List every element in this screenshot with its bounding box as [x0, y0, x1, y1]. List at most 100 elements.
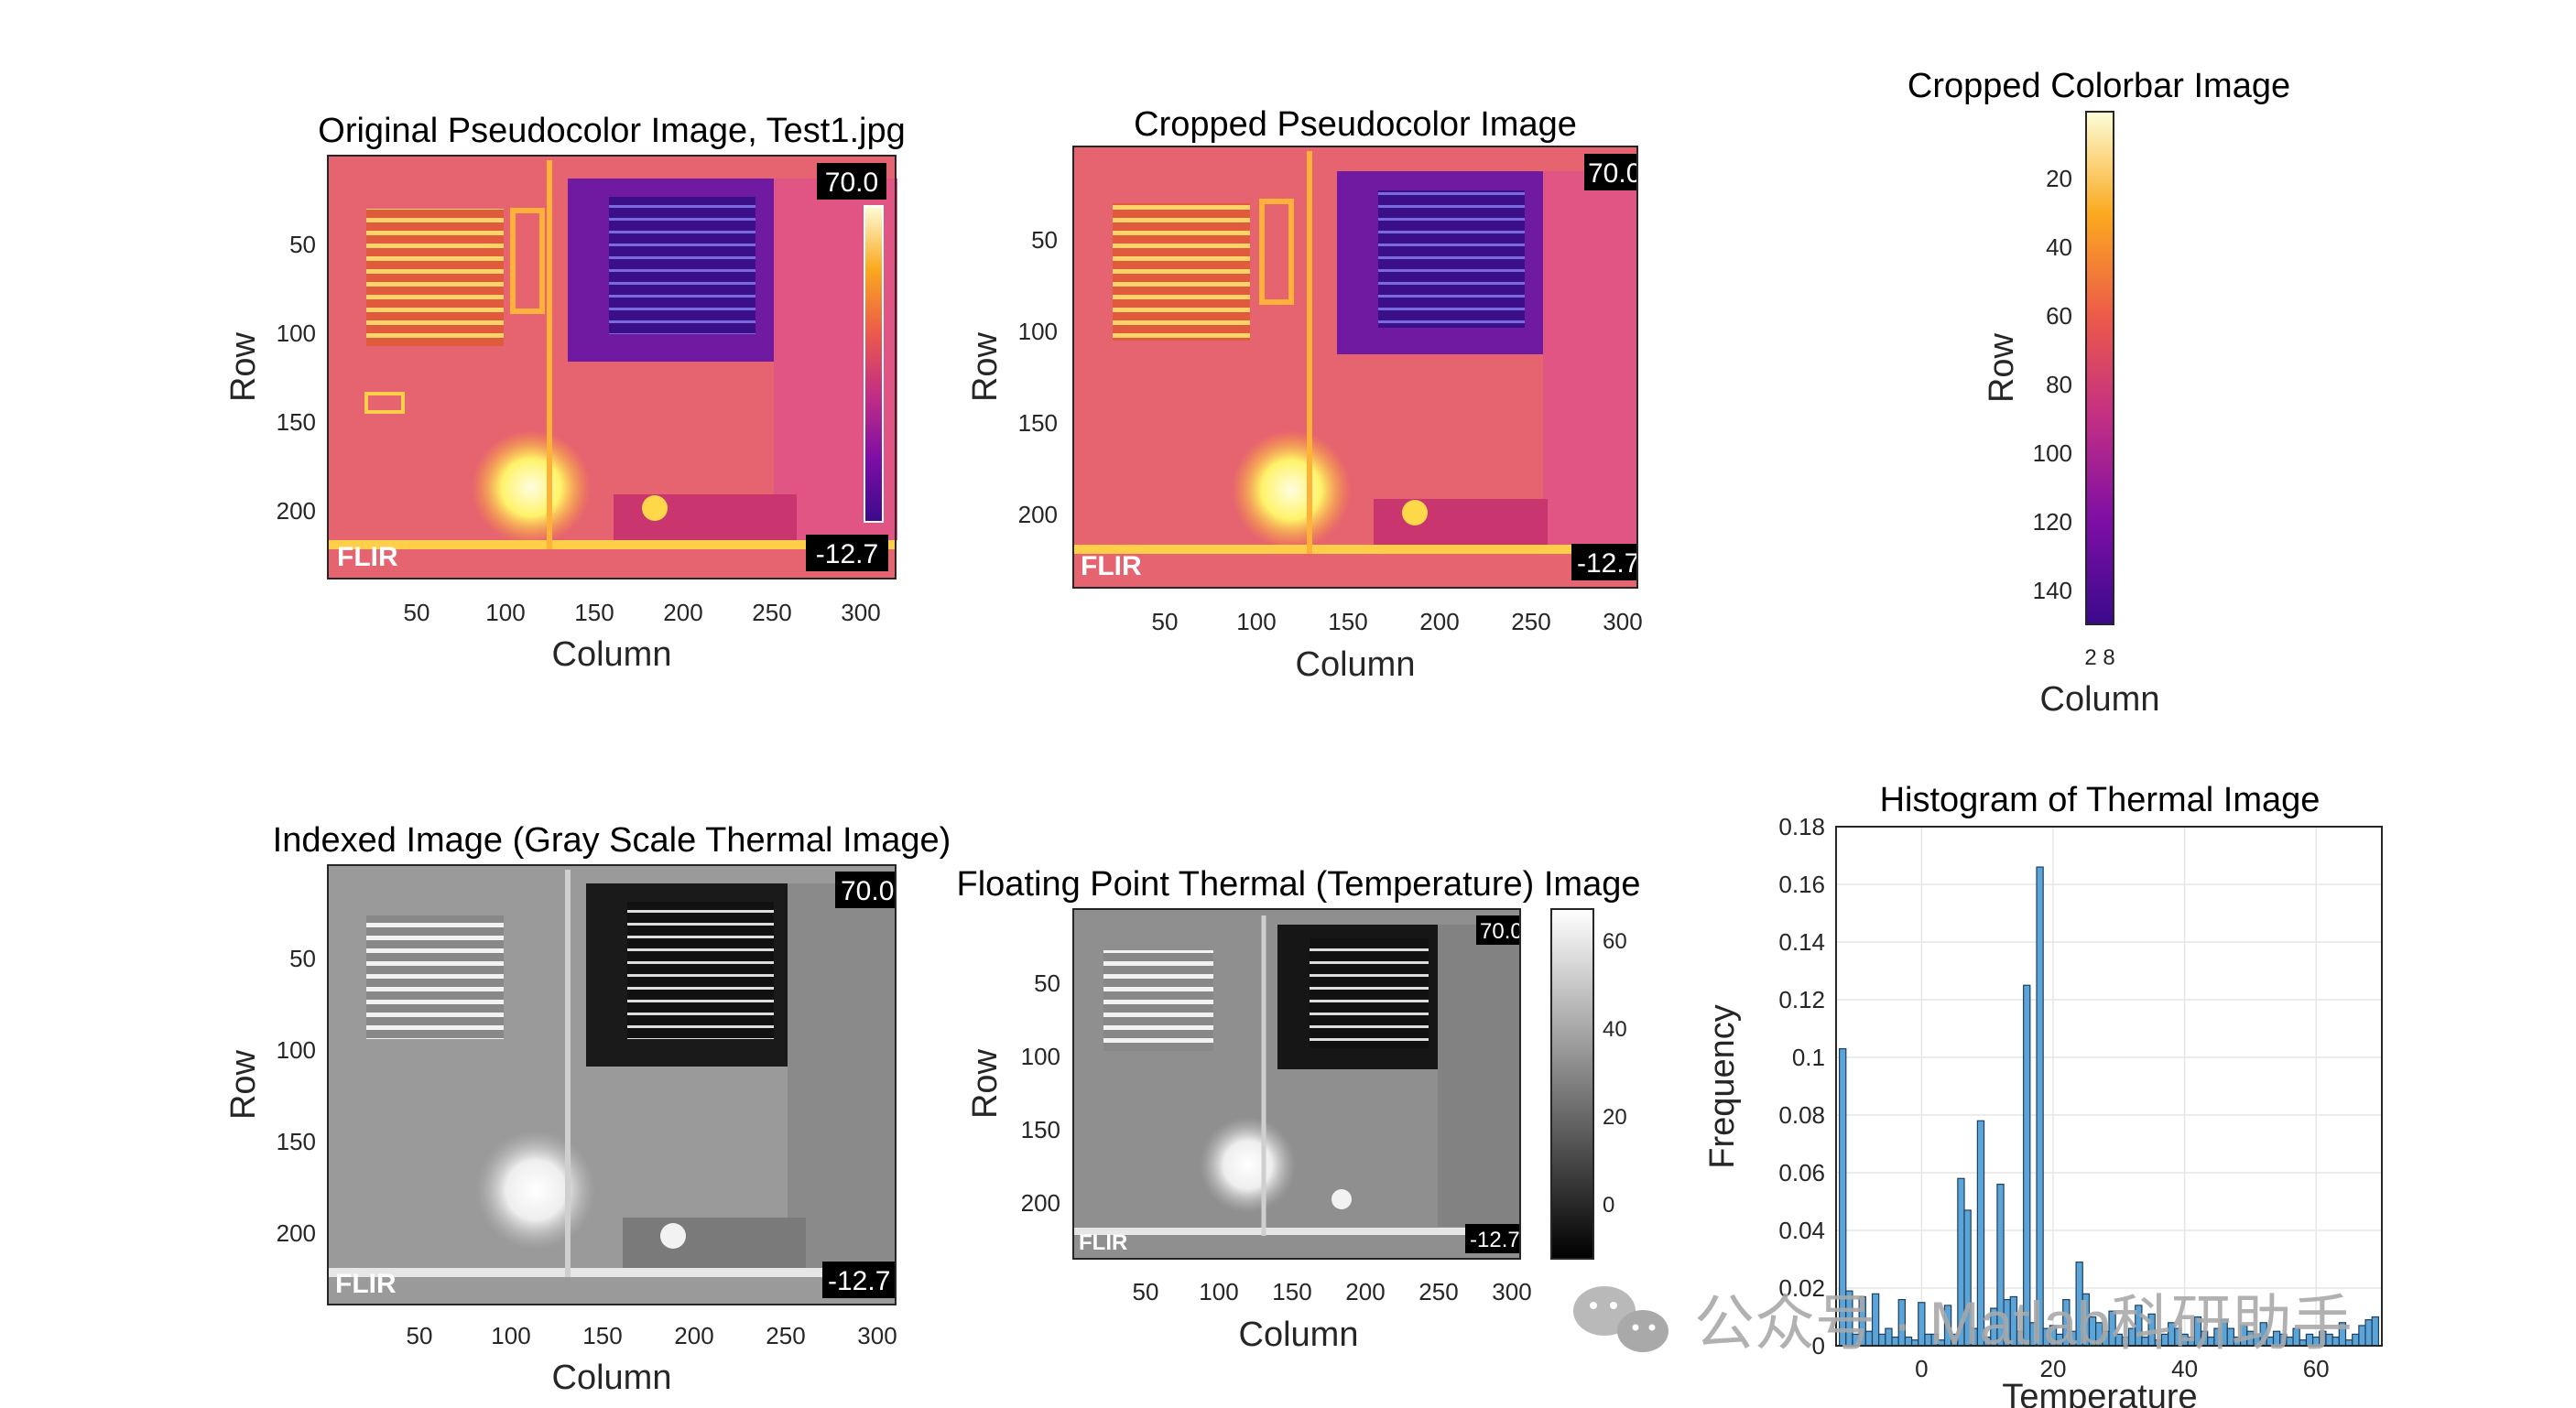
ytick-label: 20: [2046, 165, 2072, 192]
max-temp-label-indexed: 70.0: [841, 876, 894, 906]
max-temp-clip-indexed: 70.0: [841, 876, 894, 906]
gray-colorbar: [1550, 908, 1594, 1260]
ytick-label: 200: [1021, 1189, 1060, 1217]
xtick-label: 50: [1152, 608, 1179, 635]
histogram-bar: [2358, 1325, 2366, 1347]
xtick-label: 300: [1603, 608, 1642, 635]
max-temp-clip-cropped: 70.0: [1588, 158, 1637, 189]
histogram-bars: [1838, 866, 2380, 1347]
xtick-label: 60: [2303, 1355, 2330, 1382]
ytick-label: 60: [2046, 302, 2072, 330]
xtick-label: 150: [582, 1322, 622, 1349]
xtick-label: 300: [1492, 1278, 1531, 1305]
histogram-bar: [2364, 1319, 2373, 1347]
xtick-label: 300: [857, 1322, 897, 1349]
histogram-ytick-labels: 0 0.02 0.04 0.06 0.08 0.1 0.12 0.14 0.16 0.18: [1778, 813, 1825, 1359]
ytick-label: 0.02: [1778, 1274, 1825, 1302]
xtick-label: 100: [491, 1322, 530, 1349]
xtick-label: 50: [407, 1322, 433, 1349]
max-temp-badge-indexed: [835, 872, 896, 908]
xtick-label: 100: [1236, 608, 1276, 635]
ytick-label: 40: [2046, 233, 2072, 261]
ytick-label: 150: [277, 1128, 316, 1155]
xtick-label: 8: [2103, 645, 2114, 670]
min-temp-clip-indexed: -12.7: [828, 1266, 890, 1296]
xtick-label: 200: [663, 599, 702, 626]
max-temp-badge-floating: [1476, 915, 1520, 945]
xtick-labels-colorbar-crop: 2 8: [2084, 645, 2114, 670]
xtick-label: 100: [485, 599, 525, 626]
histogram-bar: [2036, 866, 2044, 1347]
ytick-label: 0.04: [1778, 1217, 1825, 1244]
xlabel-cropped: Column: [1296, 645, 1416, 684]
flir-logo-original: FLIR: [337, 542, 398, 572]
ytick-labels-indexed: 50 100 150 200: [277, 945, 316, 1247]
xtick-label: 0: [1915, 1355, 1928, 1382]
ytick-label: 0.1: [1792, 1044, 1825, 1071]
min-temp-clip-cropped: -12.7: [1577, 548, 1637, 579]
ytick-labels-original: 50 100 150 200: [277, 231, 316, 525]
xtick-label: 300: [841, 599, 880, 626]
ytick-label: 200: [277, 497, 316, 525]
panel-cropped: Cropped Pseudocolor Image 70.0 -12.7 FLI…: [966, 105, 1643, 684]
xtick-label: 150: [1272, 1278, 1311, 1305]
wechat-icon: [1573, 1286, 1668, 1352]
histogram-xlabel: Temperature: [2002, 1378, 2197, 1408]
xtick-labels-cropped: 50 100 150 200 250 300: [1152, 608, 1643, 635]
axes-frame-colorbar-crop: [2085, 111, 2114, 625]
ytick-label: 100: [277, 1036, 316, 1064]
histogram-axes-frame: [1835, 826, 2383, 1347]
axes-frame-original: [327, 155, 897, 579]
ytick-label: 150: [277, 408, 316, 436]
ytick-label: 150: [1018, 409, 1058, 437]
xtick-label: 150: [1328, 608, 1367, 635]
gray-image-floating: [1073, 909, 1520, 1259]
panel-cropped-title: Cropped Pseudocolor Image: [1134, 105, 1577, 144]
ytick-label: 50: [289, 231, 316, 258]
inner-colorbar-original: [864, 205, 884, 523]
axes-frame-cropped: [1072, 146, 1638, 589]
min-temp-badge-floating: [1465, 1224, 1520, 1253]
xtick-label: 50: [1133, 1278, 1159, 1305]
max-temp-badge-cropped: [1584, 154, 1637, 190]
colorbar-crop-image: [2086, 112, 2114, 624]
colorbar-tick-label: 20: [1603, 1105, 1627, 1130]
panel-colorbar-crop-title: Cropped Colorbar Image: [1908, 67, 2290, 105]
panel-floating-title: Floating Point Thermal (Temperature) Ima…: [957, 865, 1641, 904]
flir-logo-indexed: FLIR: [335, 1269, 397, 1299]
min-temp-label-indexed: -12.7: [828, 1266, 890, 1296]
ytick-label: 100: [1018, 318, 1058, 345]
panel-indexed: Indexed Image (Gray Scale Thermal Image)…: [224, 821, 951, 1397]
gray-image-indexed: [328, 865, 896, 1305]
ylabel-colorbar-crop: Row: [1983, 332, 2021, 403]
ytick-label: 0.14: [1778, 928, 1825, 956]
histogram-ylabel: Frequency: [1703, 1004, 1742, 1169]
ytick-label: 120: [2033, 508, 2072, 536]
min-temp-label-floating: -12.7: [1470, 1228, 1520, 1252]
ytick-label: 200: [1018, 501, 1058, 528]
colorbar-tick-label: 0: [1603, 1193, 1614, 1218]
ytick-label: 50: [1034, 969, 1060, 997]
max-temp-label-floating: 70.0: [1480, 919, 1523, 944]
histogram-bar: [2371, 1316, 2380, 1347]
ytick-label: 0.12: [1778, 986, 1825, 1013]
xlabel-indexed: Column: [552, 1359, 672, 1397]
ytick-label: 100: [1021, 1043, 1060, 1070]
xtick-label: 200: [1345, 1278, 1385, 1305]
min-temp-badge-original: [806, 535, 888, 571]
xtick-label: 100: [1199, 1278, 1238, 1305]
ylabel-floating: Row: [966, 1048, 1005, 1119]
thermal-image-cropped: [1073, 146, 1637, 588]
xlabel-colorbar-crop: Column: [2040, 680, 2160, 719]
xtick-label: 250: [752, 599, 791, 626]
ytick-label: 50: [1031, 226, 1058, 254]
ytick-label: 0.08: [1778, 1101, 1825, 1129]
xtick-labels-floating: 50 100 150 200 250 300: [1133, 1278, 1532, 1305]
ytick-label: 80: [2046, 371, 2072, 398]
xtick-label: 250: [1418, 1278, 1458, 1305]
colorbar-tick-label: 60: [1603, 929, 1627, 954]
max-temp-label-original: 70.0: [825, 168, 878, 198]
panel-floating: Floating Point Thermal (Temperature) Ima…: [957, 865, 1641, 1354]
ytick-label: 0: [1812, 1332, 1825, 1359]
